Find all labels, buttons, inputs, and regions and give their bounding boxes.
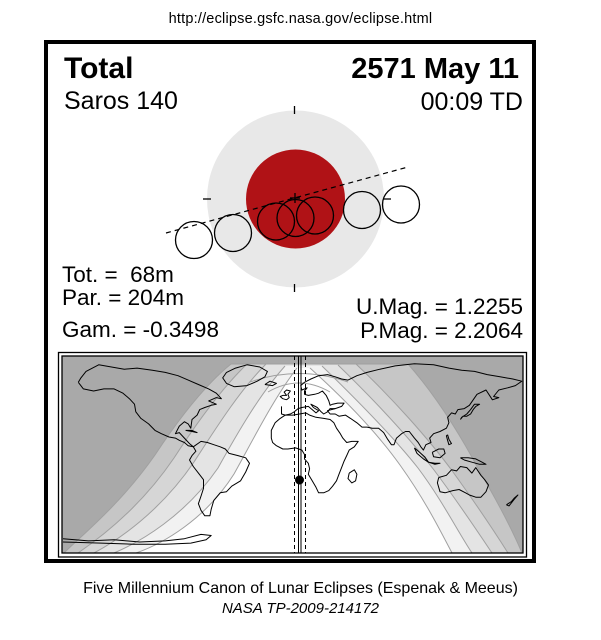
eclipse-time-label: 00:09 TD	[420, 88, 523, 116]
partial-duration-stat: Par. = 204m	[62, 285, 184, 310]
map-outer-frame	[57, 351, 528, 558]
source-url-text: http://eclipse.gsfc.nasa.gov/eclipse.htm…	[168, 11, 433, 27]
saros-series-label: Saros 140	[64, 87, 178, 115]
visibility-contour	[309, 367, 453, 553]
coastline	[279, 389, 291, 401]
coastline	[445, 434, 452, 446]
visibility-band	[136, 368, 452, 553]
eclipse-type-label: Total	[64, 52, 134, 85]
moon-contact-circle	[342, 190, 382, 230]
moon-contact-circle	[381, 185, 421, 224]
visibility-contour	[77, 363, 248, 553]
visibility-contour	[113, 365, 286, 553]
visibility-contour	[337, 364, 493, 553]
coastline	[347, 469, 358, 484]
coastline	[428, 461, 441, 465]
map-inner-frame	[61, 355, 524, 554]
totality-duration-stat: Tot. = 68m	[62, 262, 174, 287]
visibility-contour	[135, 367, 298, 553]
visibility-contour	[355, 363, 509, 553]
coastline	[77, 364, 222, 448]
moon-contact-circle	[174, 220, 214, 260]
nasa-report-caption: NASA TP-2009-214172	[221, 600, 380, 617]
coastline	[62, 533, 212, 545]
penumbral-magnitude-stat: P.Mag. = 2.2064	[360, 318, 523, 343]
visibility-contour	[93, 363, 267, 553]
gamma-stat: Gam. = -0.3498	[62, 317, 219, 342]
world-map	[62, 356, 523, 553]
coastline	[431, 448, 446, 459]
coastline	[189, 440, 250, 517]
coastline	[270, 412, 359, 494]
coastline	[460, 457, 487, 465]
eclipse-date-label: 2571 May 11	[351, 53, 519, 85]
visibility-contour	[407, 363, 523, 553]
sub-lunar-point	[295, 475, 304, 485]
coastline	[222, 364, 268, 388]
moon-contact-circle	[213, 213, 253, 253]
umbral-magnitude-stat: U.Mag. = 1.2255	[356, 294, 523, 319]
visibility-contour	[321, 365, 473, 553]
coastline	[436, 466, 489, 498]
ecliptic-dashed-line	[165, 166, 409, 234]
canon-title-caption: Five Millennium Canon of Lunar Eclipses …	[83, 580, 518, 597]
coastline	[506, 494, 519, 507]
moon-contact-circle	[256, 202, 296, 241]
moon-contact-circle	[295, 196, 335, 235]
coastline	[327, 363, 523, 451]
coastline	[264, 380, 277, 387]
coastline	[459, 403, 481, 420]
coastline	[185, 429, 198, 434]
